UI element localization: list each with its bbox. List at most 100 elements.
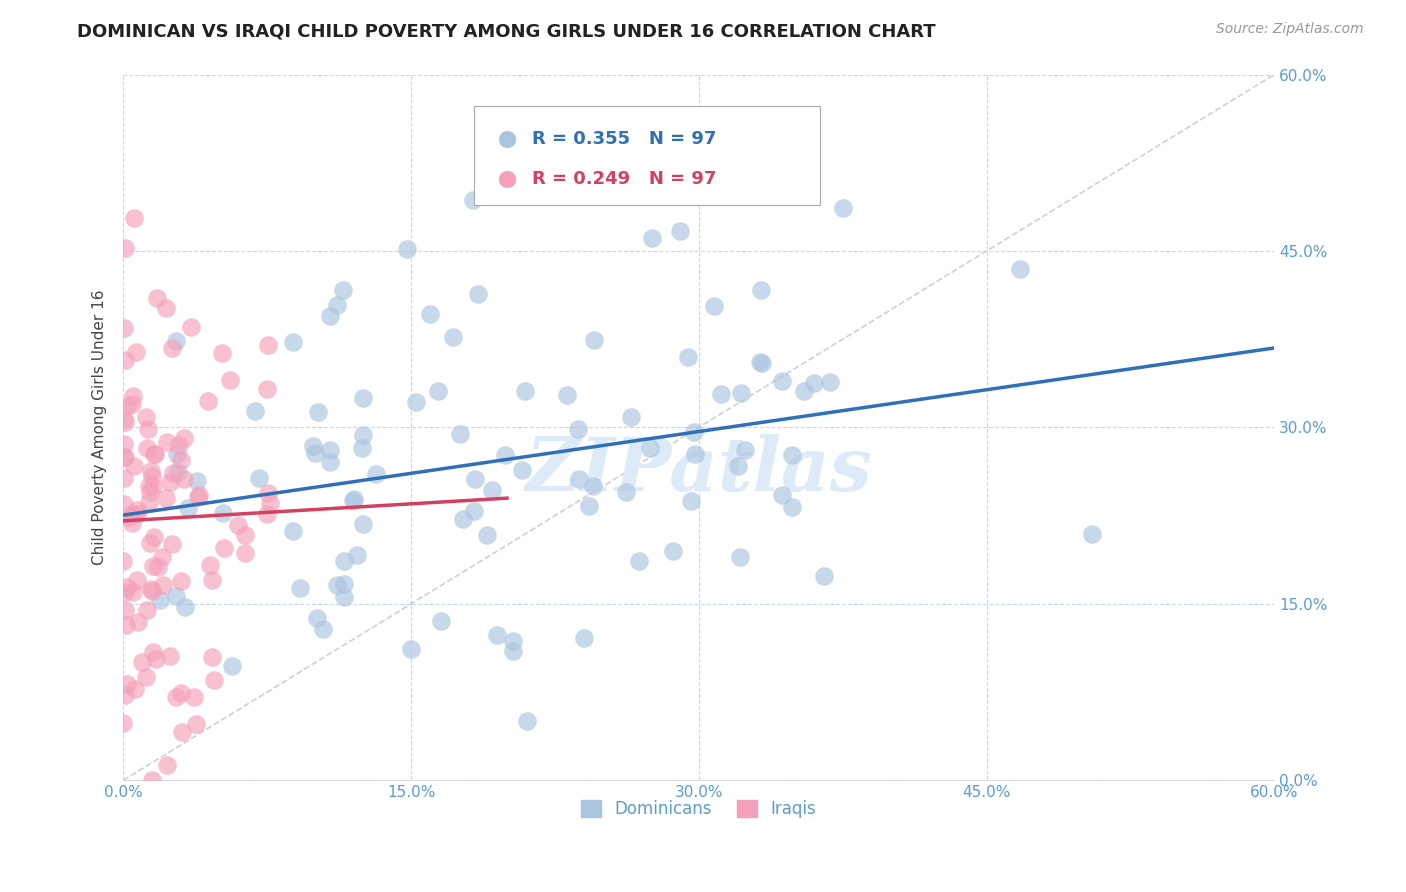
- Point: [832, 201, 855, 215]
- Point: [143, 447, 166, 461]
- Point: [167, 438, 190, 452]
- Point: [166, 465, 188, 479]
- Point: [165, 334, 187, 349]
- Point: [114, 603, 136, 617]
- Point: [641, 231, 664, 245]
- Point: [311, 622, 333, 636]
- Point: [555, 388, 578, 402]
- Point: [572, 631, 595, 645]
- Point: [173, 472, 195, 486]
- Point: [614, 484, 637, 499]
- Point: [803, 376, 825, 390]
- Point: [502, 644, 524, 658]
- Point: [127, 508, 149, 522]
- Point: [212, 541, 235, 555]
- Point: [142, 645, 165, 659]
- Point: [165, 690, 187, 704]
- Point: [138, 479, 160, 493]
- Point: [112, 450, 135, 465]
- Point: [259, 496, 281, 510]
- Point: [734, 442, 756, 457]
- Point: [257, 338, 280, 352]
- Point: [117, 399, 139, 413]
- Point: [1010, 261, 1032, 276]
- Point: [481, 483, 503, 497]
- Point: [112, 715, 135, 730]
- Point: [211, 346, 233, 360]
- Point: [319, 455, 342, 469]
- Point: [219, 373, 242, 387]
- Point: [186, 474, 208, 488]
- Point: [333, 554, 356, 568]
- Point: [114, 353, 136, 368]
- Point: [114, 688, 136, 702]
- Point: [256, 486, 278, 500]
- Point: [141, 773, 163, 788]
- Point: [467, 287, 489, 301]
- Point: [256, 507, 278, 521]
- Point: [1081, 527, 1104, 541]
- Point: [233, 528, 256, 542]
- Point: [727, 459, 749, 474]
- Point: [793, 384, 815, 399]
- Point: [125, 573, 148, 587]
- Point: [516, 714, 538, 729]
- Point: [112, 554, 135, 568]
- Point: [114, 415, 136, 429]
- Point: [703, 300, 725, 314]
- Point: [139, 536, 162, 550]
- Point: [198, 558, 221, 572]
- Point: [307, 405, 329, 419]
- Point: [114, 450, 136, 464]
- Point: [150, 550, 173, 565]
- Point: [112, 437, 135, 451]
- Point: [138, 495, 160, 509]
- Point: [582, 333, 605, 347]
- Point: [142, 530, 165, 544]
- Point: [112, 412, 135, 426]
- Point: [166, 447, 188, 461]
- Point: [124, 682, 146, 697]
- Point: [352, 428, 374, 442]
- Point: [139, 464, 162, 478]
- Y-axis label: Child Poverty Among Girls Under 16: Child Poverty Among Girls Under 16: [93, 290, 107, 566]
- Point: [159, 475, 181, 489]
- Point: [112, 497, 135, 511]
- Point: [730, 385, 752, 400]
- Point: [172, 725, 194, 739]
- Point: [709, 387, 731, 401]
- Point: [502, 634, 524, 648]
- Point: [683, 447, 706, 461]
- Point: [453, 512, 475, 526]
- Point: [281, 524, 304, 538]
- Point: [121, 507, 143, 521]
- Point: [160, 341, 183, 355]
- Point: [156, 434, 179, 449]
- Point: [173, 432, 195, 446]
- Text: DOMINICAN VS IRAQI CHILD POVERTY AMONG GIRLS UNDER 16 CORRELATION CHART: DOMINICAN VS IRAQI CHILD POVERTY AMONG G…: [77, 22, 936, 40]
- Point: [156, 758, 179, 772]
- Point: [426, 384, 449, 398]
- Point: [464, 472, 486, 486]
- Point: [333, 577, 356, 591]
- Text: Source: ZipAtlas.com: Source: ZipAtlas.com: [1216, 22, 1364, 37]
- Point: [152, 578, 174, 592]
- Point: [429, 614, 451, 628]
- Point: [638, 441, 661, 455]
- Point: [770, 374, 793, 388]
- Point: [770, 488, 793, 502]
- Point: [183, 690, 205, 704]
- Point: [288, 581, 311, 595]
- Legend: Dominicans, Iraqis: Dominicans, Iraqis: [575, 793, 823, 825]
- Point: [748, 355, 770, 369]
- Point: [187, 488, 209, 502]
- Point: [749, 283, 772, 297]
- Point: [419, 307, 441, 321]
- Point: [127, 503, 149, 517]
- Point: [131, 655, 153, 669]
- Point: [399, 642, 422, 657]
- Point: [201, 573, 224, 587]
- Point: [304, 446, 326, 460]
- Point: [155, 491, 177, 506]
- Point: [170, 686, 193, 700]
